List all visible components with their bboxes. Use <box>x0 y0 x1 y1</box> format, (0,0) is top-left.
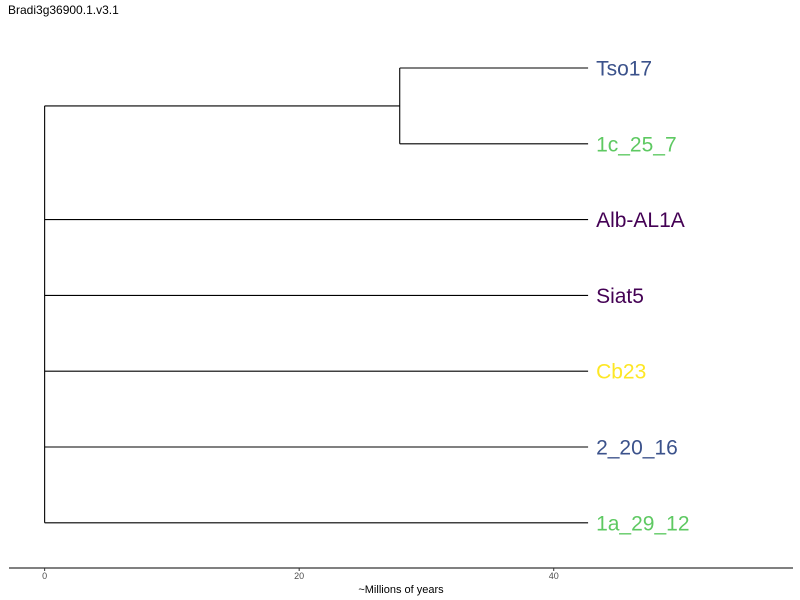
tree-branches <box>44 67 589 524</box>
page-title: Bradi3g36900.1.v3.1 <box>8 3 119 17</box>
leaf-label: Alb-AL1A <box>596 209 685 232</box>
leaf-labels: Tso17 1c_25_7 Alb-AL1A Siat5 Cb23 2_20_16 1a_2… <box>596 58 689 536</box>
x-axis-ticks: 0 20 40 <box>42 568 559 581</box>
x-tick-label: 20 <box>294 571 304 581</box>
leaf-label: 2_20_16 <box>596 437 678 460</box>
x-axis: 0 20 40 ~Millions of years <box>9 567 793 596</box>
x-tick-label: 40 <box>549 571 559 581</box>
leaf-label: Siat5 <box>596 285 644 308</box>
leaf-label: 1c_25_7 <box>596 133 677 156</box>
leaf-label: Tso17 <box>596 58 652 81</box>
leaf-label: Cb23 <box>596 361 646 384</box>
leaf-label: 1a_29_12 <box>596 512 689 535</box>
x-tick-label: 0 <box>42 571 47 581</box>
x-axis-title: ~Millions of years <box>358 584 444 596</box>
